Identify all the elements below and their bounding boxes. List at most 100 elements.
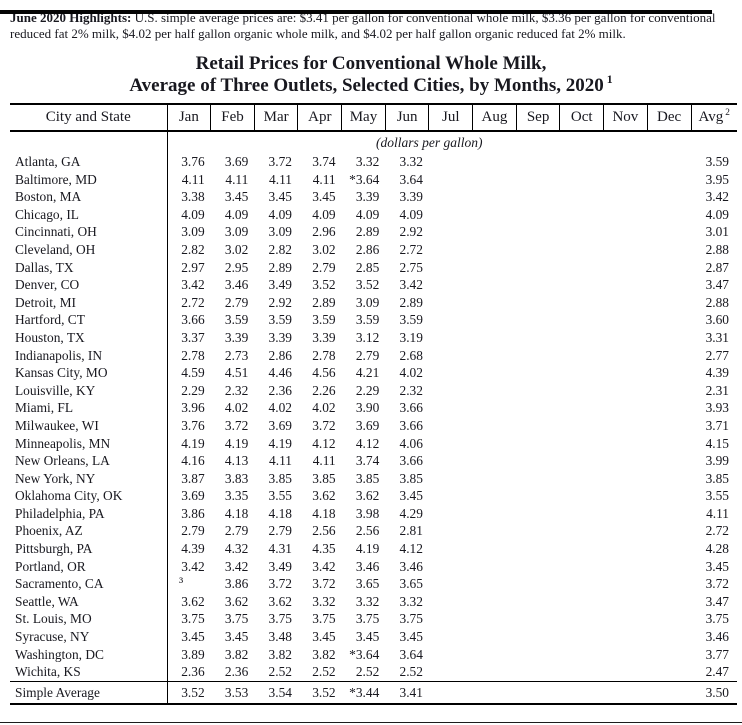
avg-cell: 2.87 [705,259,729,275]
column-header-jun: Jun [384,103,429,132]
city-cell: Indianapolis, IN [10,346,168,365]
price-cell: 2.36 [224,664,249,680]
price-cell [516,680,560,705]
price-cell [604,575,648,593]
price-cell: 4.09 [312,206,336,222]
price-cell [516,153,560,171]
price-cell: 3.72 [268,154,292,169]
price-cell: 3.49 [268,558,292,574]
price-cell [473,435,517,453]
price-cell [429,347,473,365]
price-cell [516,417,560,435]
price-cell [473,311,517,329]
avg-cell: 2.72 [705,523,729,539]
table-row: Houston, TX 3.37 3.39 3.39 3.39 3.12 3.19 3.31 [10,328,737,347]
column-header-apr: Apr [297,103,342,132]
price-cell [516,435,560,453]
price-cell [473,417,517,435]
city-cell: Milwaukee, WI [10,416,168,435]
price-cell: 2.32 [399,382,423,398]
price-cell [647,241,691,259]
price-cell: 2.82 [181,241,205,257]
price-cell: *3.44 [341,680,386,705]
price-cell: 2.92 [399,224,423,240]
price-cell [603,680,648,705]
column-header-mar: Mar [253,103,298,132]
price-cell: 3.59 [224,312,249,328]
price-cell [473,470,517,488]
price-cell [428,680,473,705]
price-cell: 3.85 [268,470,292,486]
price-cell: 3.02 [312,241,336,257]
price-cell: 3.69 [355,417,380,433]
price-cell: 2.78 [312,347,336,363]
city-cell: Phoenix, AZ [10,522,168,541]
price-cell [604,399,648,417]
column-header-jul: Jul [428,103,473,132]
price-cell [516,364,560,382]
price-cell: 3.74 [312,154,336,169]
price-cell [473,382,517,400]
price-cell: 4.02 [224,400,249,416]
avg-cell: 3.50 [691,680,737,705]
price-cell [429,522,473,540]
price-cell [647,435,691,453]
table-row: Seattle, WA 3.62 3.62 3.62 3.32 3.32 3.32 3.47 [10,592,737,611]
avg-cell: 3.60 [705,312,729,328]
city-cell: Syracuse, NY [10,628,168,646]
price-cell: 2.26 [312,382,336,398]
price-cell: 2.89 [312,294,336,310]
price-cell: 3.45 [224,629,249,645]
price-cell [429,364,473,382]
price-cell: 3.59 [355,312,380,328]
price-cell [604,417,648,435]
table-row: Sacramento, CA ³ 3.86 3.72 3.72 3.65 3.65 3.72 [10,575,737,593]
price-cell [473,522,517,540]
price-cell: 3.39 [355,189,380,205]
price-cell [647,223,691,241]
page-top-rule [0,10,712,14]
price-cell: 3.59 [268,312,292,328]
table-row: New Orleans, LA 4.16 4.13 4.11 4.11 3.74 3.66 3… [10,452,737,470]
price-cell [647,382,691,400]
price-cell: 3.66 [399,400,423,416]
price-cell: 3.45 [224,189,249,205]
price-cell: 4.35 [312,541,336,557]
price-cell: 3.64 [399,646,423,662]
price-cell [429,276,473,294]
price-cell: 4.02 [268,400,292,416]
price-cell: 2.82 [268,241,292,257]
price-cell: 3.66 [399,453,423,469]
table-row: Detroit, MI 2.72 2.79 2.92 2.89 3.09 2.89 2.88 [10,293,737,312]
price-cell: 3.39 [312,329,336,345]
price-cell [473,241,517,259]
price-cell: 2.79 [355,347,380,363]
price-cell [429,470,473,488]
price-cell: 2.36 [181,664,205,680]
city-cell: Cleveland, OH [10,240,168,259]
title-line-2: Average of Three Outlets, Selected Citie… [129,73,613,96]
price-cell [516,206,560,224]
avg-cell: 2.47 [705,664,729,680]
price-cell [604,628,648,646]
table-row: Minneapolis, MN 4.19 4.19 4.19 4.12 4.12 4.06 4… [10,434,737,453]
price-cell: 3.75 [224,611,249,627]
price-cell: 3.45 [399,488,423,504]
price-cell [473,223,517,241]
price-cell: 3.12 [355,329,380,345]
price-cell [516,188,560,206]
price-cell [516,487,560,505]
price-cell: 2.29 [181,382,205,398]
price-cell [647,522,691,540]
table-row: Hartford, CT 3.66 3.59 3.59 3.59 3.59 3.59 3.60 [10,311,737,329]
price-cell [429,435,473,453]
table-row: Kansas City, MO 4.59 4.51 4.46 4.56 4.21 4.02 4… [10,364,737,382]
price-cell: 3.42 [181,558,205,574]
price-cell [473,628,517,646]
price-cell [647,646,691,664]
price-cell [560,276,604,294]
price-cell [516,223,560,241]
price-cell: 2.56 [312,523,336,539]
price-cell [560,628,604,646]
price-cell [429,294,473,312]
